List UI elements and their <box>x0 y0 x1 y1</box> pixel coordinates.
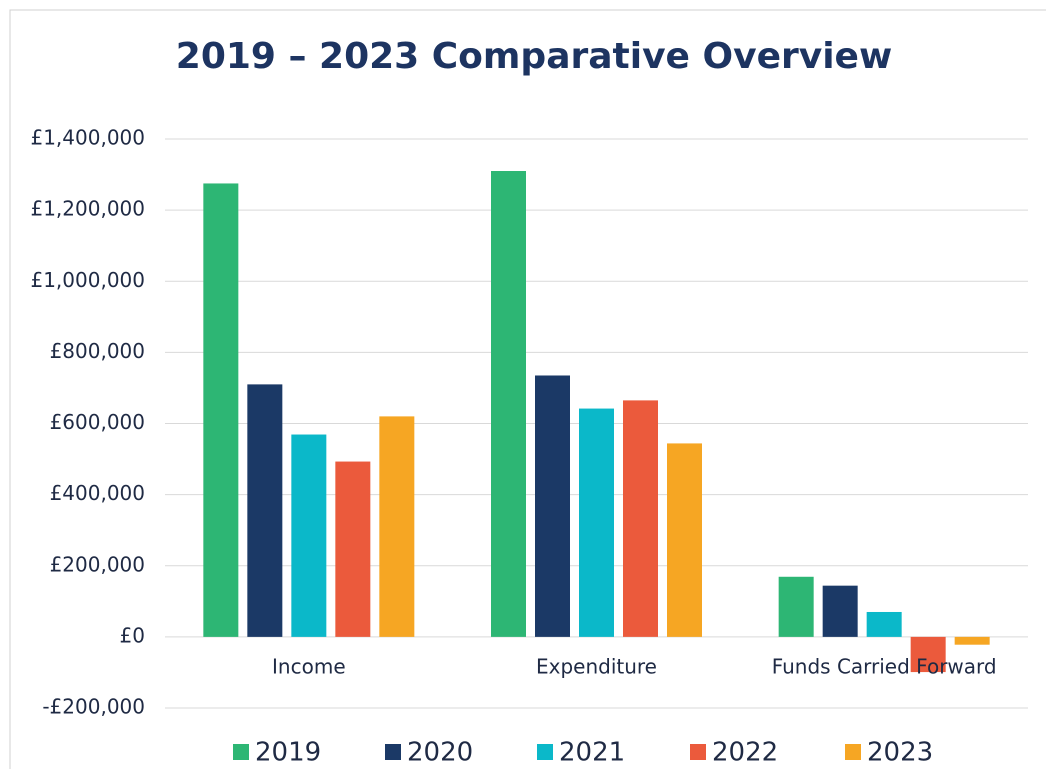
bar <box>910 636 946 673</box>
legend-label: 2020 <box>407 738 473 768</box>
bar <box>247 384 283 637</box>
legend-label: 2023 <box>867 738 933 768</box>
legend-swatch <box>537 744 553 760</box>
bar <box>667 443 702 637</box>
chart-title: 2019 – 2023 Comparative Overview <box>176 36 892 77</box>
bar <box>623 400 658 637</box>
bar <box>579 408 614 637</box>
chart-border <box>9 9 1046 769</box>
y-tick-label: £1,000,000 <box>30 268 145 292</box>
legend-label: 2019 <box>255 738 321 768</box>
y-tick-label: £600,000 <box>50 410 145 434</box>
bar <box>778 576 814 637</box>
y-tick-label: £400,000 <box>50 481 145 505</box>
y-tick-label: -£200,000 <box>42 695 145 719</box>
legend-swatch <box>690 744 706 760</box>
y-tick-label: £800,000 <box>50 339 145 363</box>
legend-swatch <box>233 744 249 760</box>
bar <box>954 636 990 645</box>
bar <box>491 171 526 637</box>
bar <box>535 375 570 637</box>
y-tick-label: £1,400,000 <box>30 126 145 150</box>
legend-swatch <box>385 744 401 760</box>
x-tick-label: Expenditure <box>536 654 657 678</box>
x-tick-label: Funds Carried Forward <box>772 654 997 678</box>
bar <box>822 585 858 637</box>
legend-label: 2021 <box>559 738 625 768</box>
y-tick-label: £0 <box>120 623 145 647</box>
bar <box>203 183 239 637</box>
legend-label: 2022 <box>712 738 778 768</box>
legend-swatch <box>845 744 861 760</box>
bar <box>866 611 902 637</box>
x-tick-label: Income <box>272 654 346 678</box>
bar <box>291 434 327 637</box>
bar <box>335 461 371 637</box>
y-tick-label: £1,200,000 <box>30 197 145 221</box>
y-tick-label: £200,000 <box>50 552 145 576</box>
bar <box>379 416 415 637</box>
